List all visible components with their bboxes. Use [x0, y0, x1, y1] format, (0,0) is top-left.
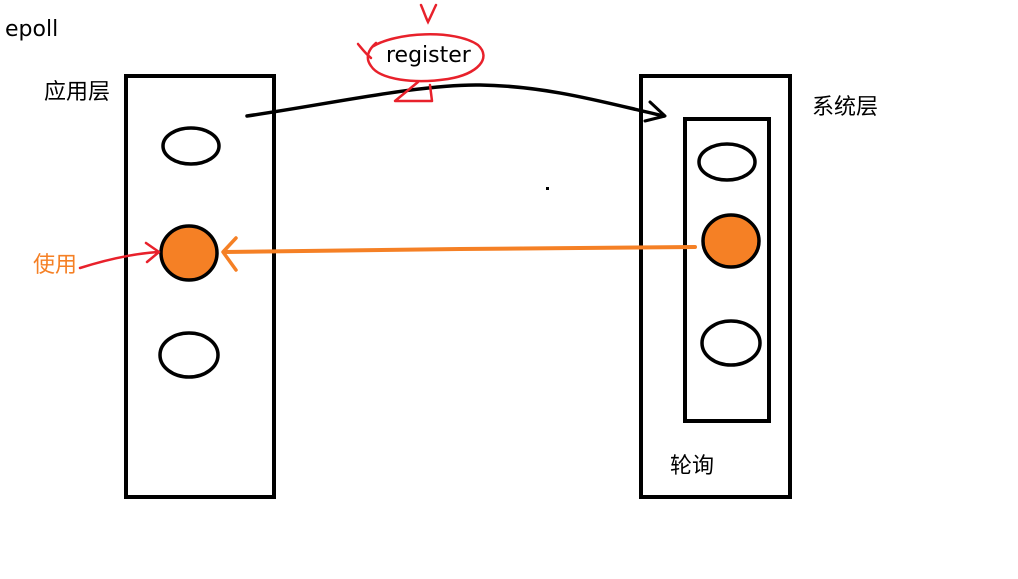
register-mark-delta — [393, 80, 434, 103]
ready-event-arrowhead — [221, 236, 238, 272]
system-event-slot-1 — [697, 142, 757, 182]
register-arrow — [245, 83, 666, 118]
polling-box — [683, 117, 771, 423]
app-event-slot-3 — [158, 331, 220, 379]
system-event-slot-3 — [700, 319, 762, 367]
stray-dot — [546, 187, 549, 190]
app-event-active — [159, 224, 219, 282]
register-label: register — [386, 43, 471, 68]
register-highlight-loop — [366, 33, 485, 83]
polling-label: 轮询 — [670, 454, 715, 479]
register-arrowhead — [643, 100, 667, 123]
ready-event-arrow — [222, 245, 697, 254]
app-event-slot-1 — [161, 126, 221, 166]
use-label: 使用 — [33, 253, 78, 278]
use-pointer-arrow — [78, 250, 160, 270]
system-layer-box — [639, 74, 792, 499]
app-layer-label: 应用层 — [44, 80, 111, 105]
register-mark-v — [419, 3, 438, 25]
system-event-ready — [701, 213, 761, 269]
system-layer-label: 系统层 — [812, 95, 879, 120]
diagram-title: epoll — [5, 17, 59, 42]
use-pointer-arrowhead — [144, 241, 161, 264]
register-highlight-tick — [356, 42, 373, 60]
app-layer-box — [124, 74, 276, 499]
